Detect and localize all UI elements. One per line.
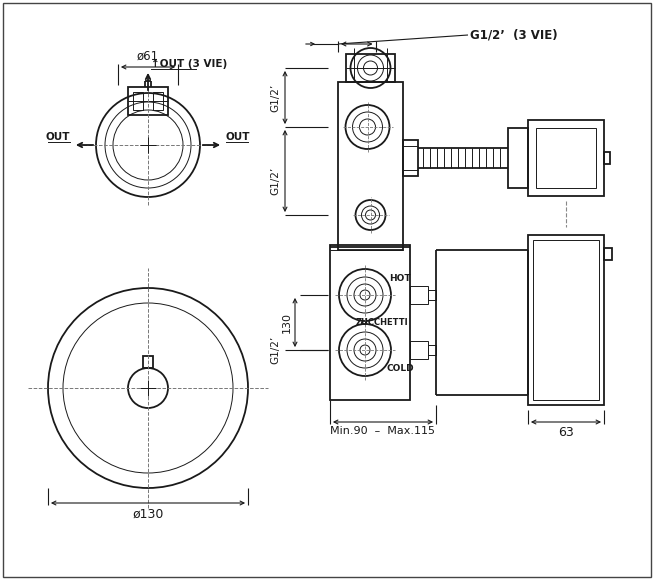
Text: G1/2’: G1/2’	[270, 84, 280, 111]
Bar	[428, 290, 436, 300]
Text: HOT: HOT	[389, 274, 411, 283]
Text: OUT: OUT	[46, 132, 70, 142]
Bar	[410, 341, 428, 359]
Text: Min.90  –  Max.115: Min.90 – Max.115	[330, 426, 436, 436]
Text: COLD: COLD	[387, 364, 414, 373]
Text: OUT: OUT	[226, 132, 250, 142]
Bar	[338, 82, 403, 250]
Text: ø130: ø130	[132, 508, 164, 521]
Text: ↑OUT (3 VIE): ↑OUT (3 VIE)	[151, 59, 227, 69]
Bar	[133, 92, 143, 110]
Text: ZUCCHETTI: ZUCCHETTI	[356, 318, 408, 327]
Bar	[528, 119, 604, 195]
Bar	[143, 356, 153, 368]
Text: G1/2’  (3 VIE): G1/2’ (3 VIE)	[470, 28, 558, 42]
Bar	[604, 248, 612, 260]
Bar	[508, 128, 528, 187]
Bar	[153, 92, 163, 110]
Text: ø61: ø61	[137, 50, 159, 63]
Bar	[428, 345, 436, 355]
Bar	[533, 240, 599, 400]
Text: G1/2’: G1/2’	[270, 167, 280, 195]
Bar	[410, 286, 428, 304]
Text: 63: 63	[558, 426, 574, 439]
Bar	[528, 235, 604, 405]
Bar	[403, 140, 418, 176]
Text: 130: 130	[282, 312, 292, 333]
Bar	[604, 151, 610, 164]
Text: G1/2’: G1/2’	[270, 336, 280, 364]
Bar	[346, 54, 395, 82]
Bar	[128, 87, 168, 115]
Bar	[536, 128, 596, 187]
Bar	[330, 245, 410, 400]
